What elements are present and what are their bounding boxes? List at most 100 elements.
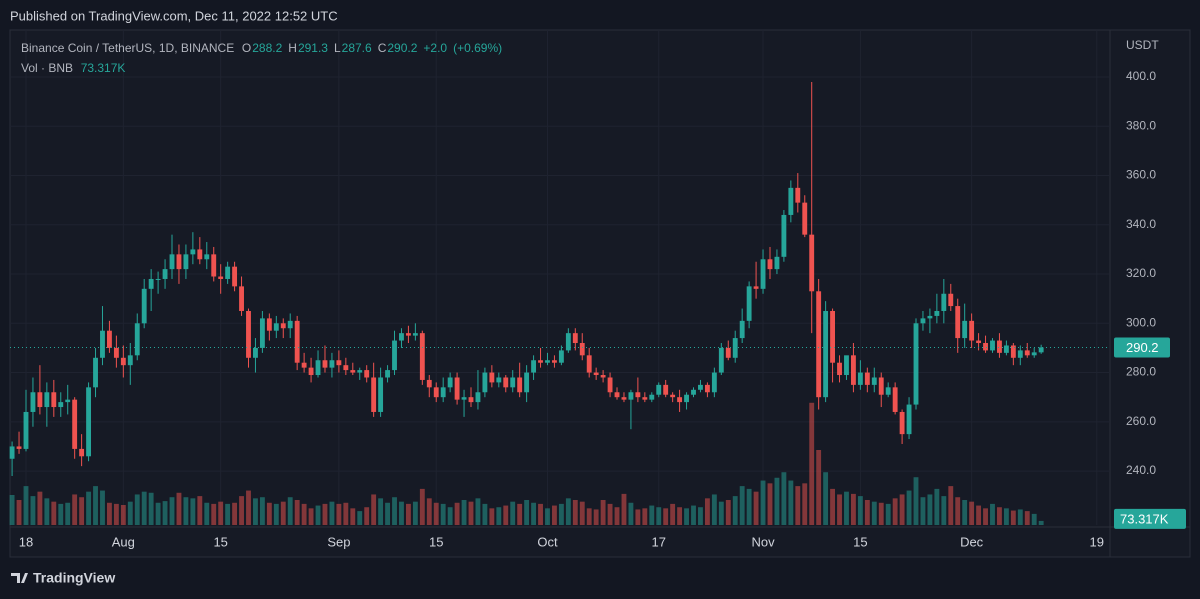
candle-body [739,320,745,339]
volume-bar [329,501,335,525]
x-tick-label: 15 [213,534,227,549]
volume-bar [677,507,683,525]
volume-bar [392,497,397,525]
volume-bar [649,505,655,525]
volume-bar [857,496,863,525]
candle-body [294,320,300,363]
volume-bar [308,508,314,525]
volume-bar [704,498,710,525]
volume-bar [475,498,481,525]
volume-bar [232,502,238,525]
volume-bar [746,488,752,525]
candle-body [698,384,703,390]
candle-body [162,269,168,279]
volume-bar [983,508,988,525]
ohlc-letter: C [377,41,387,55]
candle-body [670,394,676,398]
volume-bar [934,488,940,525]
candle-body [225,266,231,279]
volume-bar [607,503,613,525]
volume-bar [169,497,175,525]
candle-body [440,387,446,398]
candle-body [301,362,307,368]
candle-body [871,377,877,385]
volume-legend: Vol · BNB 73.317K [21,61,131,75]
y-tick-label: 260.0 [1126,414,1156,428]
volume-bar [753,491,759,525]
candle-body [412,333,418,336]
volume-bar [1010,510,1016,525]
volume-bar [294,500,300,525]
ohlc-value: 290.2 [387,41,418,55]
volume-bar [948,486,954,525]
candle-body [774,256,780,270]
candle-body [746,286,752,321]
y-tick-label: 300.0 [1126,315,1156,329]
volume-bar [280,501,286,525]
candle-body [9,446,15,459]
candle-body [489,372,495,383]
x-tick-label: 15 [429,534,443,549]
volume-bar [350,508,356,525]
candle-body [510,377,516,388]
candle-body [253,347,258,358]
candle-body [976,340,982,344]
volume-bar [565,498,571,525]
ohlc-letter: L [333,41,341,55]
candle-body [586,355,592,373]
volume-bar [120,505,126,525]
change-percent: (+0.69%) [453,41,503,55]
volume-bar [593,509,599,525]
volume-bar [503,505,509,525]
x-tick-label: 19 [1090,534,1104,549]
volume-bar [670,503,676,525]
volume-bar [489,508,495,525]
candle-body [155,278,161,280]
candle-body [211,254,217,277]
candle-body [795,187,801,203]
ohlc-letter: H [288,41,297,55]
volume-bar [343,502,349,525]
volume-bar [433,502,439,525]
volume-bar [412,501,418,525]
candle-body [878,377,884,395]
volume-bar [760,480,766,525]
candle-body [461,397,467,400]
candle-body [920,318,926,324]
volume-bar [79,497,85,525]
volume-bar [141,491,147,525]
candle-body [183,254,189,270]
volume-bar [447,507,453,525]
volume-bar [246,490,251,525]
volume-title: Vol · BNB [21,61,74,75]
volume-bar [788,480,794,525]
ohlc-value: 291.3 [297,41,328,55]
candle-body [885,387,891,395]
y-tick-label: 280.0 [1126,365,1156,379]
candle-body [753,286,759,289]
candle-body [809,234,815,292]
volume-bar [920,497,926,525]
candle-body [482,372,488,393]
candle-body [823,310,829,398]
x-tick-label: Dec [960,534,984,549]
candle-body [997,340,1002,353]
volume-bar [225,503,231,525]
volume-bar [23,486,29,525]
volume-bar [134,494,140,525]
candle-body [1031,352,1037,356]
volume-bar [628,502,634,525]
candle-body [649,394,655,400]
volume-bar [364,507,370,525]
volume-bar [718,501,724,525]
candle-body [677,397,683,403]
candle-body [517,377,523,393]
volume-bar [100,490,105,525]
currency-label: USDT [1126,38,1159,52]
candle-body [955,306,961,339]
candle-body [65,399,71,403]
candle-body [106,330,112,348]
volume-bars [9,402,1044,525]
volume-bar [990,503,995,525]
volume-bar [322,503,328,525]
